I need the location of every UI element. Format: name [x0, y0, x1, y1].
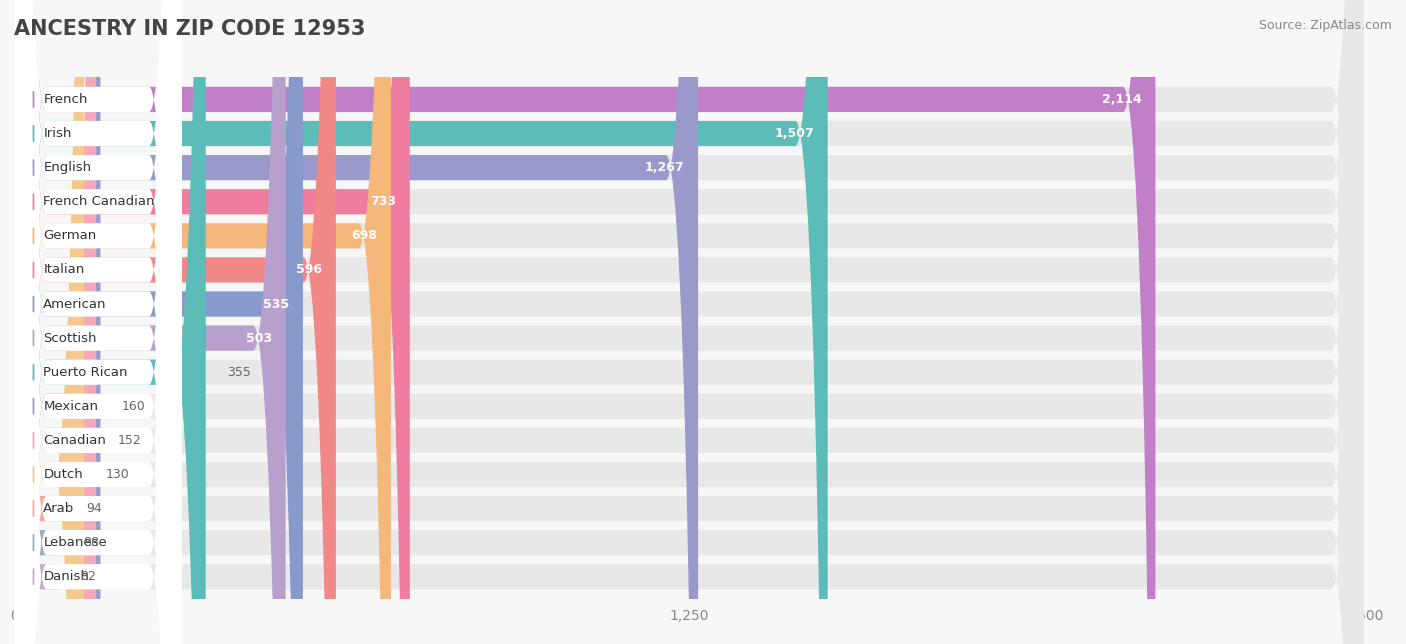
Text: Puerto Rican: Puerto Rican [44, 366, 128, 379]
Text: 2,114: 2,114 [1102, 93, 1142, 106]
FancyBboxPatch shape [14, 0, 1364, 644]
FancyBboxPatch shape [14, 0, 699, 644]
FancyBboxPatch shape [14, 0, 1364, 644]
FancyBboxPatch shape [14, 0, 181, 644]
FancyBboxPatch shape [14, 0, 1364, 644]
Text: English: English [44, 161, 91, 174]
FancyBboxPatch shape [14, 0, 1364, 644]
Text: American: American [44, 298, 107, 310]
Text: French Canadian: French Canadian [44, 195, 155, 208]
Text: Arab: Arab [44, 502, 75, 515]
FancyBboxPatch shape [14, 0, 1364, 644]
FancyBboxPatch shape [14, 0, 181, 644]
Text: Italian: Italian [44, 263, 84, 276]
FancyBboxPatch shape [14, 0, 336, 644]
FancyBboxPatch shape [14, 530, 62, 555]
FancyBboxPatch shape [14, 496, 65, 521]
Text: 130: 130 [105, 468, 129, 481]
FancyBboxPatch shape [14, 0, 1364, 644]
Text: 503: 503 [246, 332, 273, 345]
FancyBboxPatch shape [14, 0, 1364, 644]
Text: 94: 94 [86, 502, 103, 515]
Text: 1,507: 1,507 [775, 127, 814, 140]
Text: Scottish: Scottish [44, 332, 97, 345]
Text: Irish: Irish [44, 127, 72, 140]
FancyBboxPatch shape [14, 0, 181, 644]
FancyBboxPatch shape [14, 0, 1364, 644]
FancyBboxPatch shape [14, 0, 828, 644]
Text: 82: 82 [80, 570, 96, 583]
FancyBboxPatch shape [14, 0, 181, 644]
Text: 152: 152 [118, 434, 142, 447]
Text: Mexican: Mexican [44, 400, 98, 413]
Text: French: French [44, 93, 87, 106]
FancyBboxPatch shape [14, 0, 1364, 644]
FancyBboxPatch shape [14, 0, 1364, 644]
FancyBboxPatch shape [14, 0, 285, 644]
FancyBboxPatch shape [14, 0, 181, 644]
Text: 596: 596 [297, 263, 322, 276]
FancyBboxPatch shape [14, 0, 409, 644]
FancyBboxPatch shape [14, 0, 302, 644]
FancyBboxPatch shape [14, 0, 181, 644]
Text: 698: 698 [352, 229, 377, 242]
Text: Lebanese: Lebanese [44, 536, 107, 549]
Text: German: German [44, 229, 97, 242]
FancyBboxPatch shape [14, 0, 1364, 644]
FancyBboxPatch shape [14, 0, 205, 644]
FancyBboxPatch shape [14, 0, 181, 644]
FancyBboxPatch shape [14, 0, 181, 644]
Text: 1,267: 1,267 [645, 161, 685, 174]
Text: 88: 88 [83, 536, 100, 549]
FancyBboxPatch shape [14, 0, 100, 644]
Text: ANCESTRY IN ZIP CODE 12953: ANCESTRY IN ZIP CODE 12953 [14, 19, 366, 39]
FancyBboxPatch shape [14, 0, 1364, 644]
FancyBboxPatch shape [14, 0, 1364, 644]
FancyBboxPatch shape [14, 0, 1156, 644]
Text: Dutch: Dutch [44, 468, 83, 481]
FancyBboxPatch shape [14, 0, 181, 644]
FancyBboxPatch shape [14, 564, 58, 589]
FancyBboxPatch shape [14, 0, 181, 644]
Text: Source: ZipAtlas.com: Source: ZipAtlas.com [1258, 19, 1392, 32]
Text: Danish: Danish [44, 570, 89, 583]
FancyBboxPatch shape [14, 0, 391, 644]
FancyBboxPatch shape [14, 0, 1364, 644]
FancyBboxPatch shape [14, 0, 181, 644]
FancyBboxPatch shape [14, 0, 181, 644]
FancyBboxPatch shape [14, 0, 84, 644]
FancyBboxPatch shape [14, 0, 1364, 644]
FancyBboxPatch shape [14, 0, 181, 644]
Text: Canadian: Canadian [44, 434, 107, 447]
Text: 535: 535 [263, 298, 290, 310]
Text: 160: 160 [122, 400, 146, 413]
FancyBboxPatch shape [14, 0, 96, 644]
FancyBboxPatch shape [14, 0, 181, 644]
Text: 733: 733 [370, 195, 396, 208]
Text: 355: 355 [228, 366, 252, 379]
FancyBboxPatch shape [14, 0, 181, 644]
